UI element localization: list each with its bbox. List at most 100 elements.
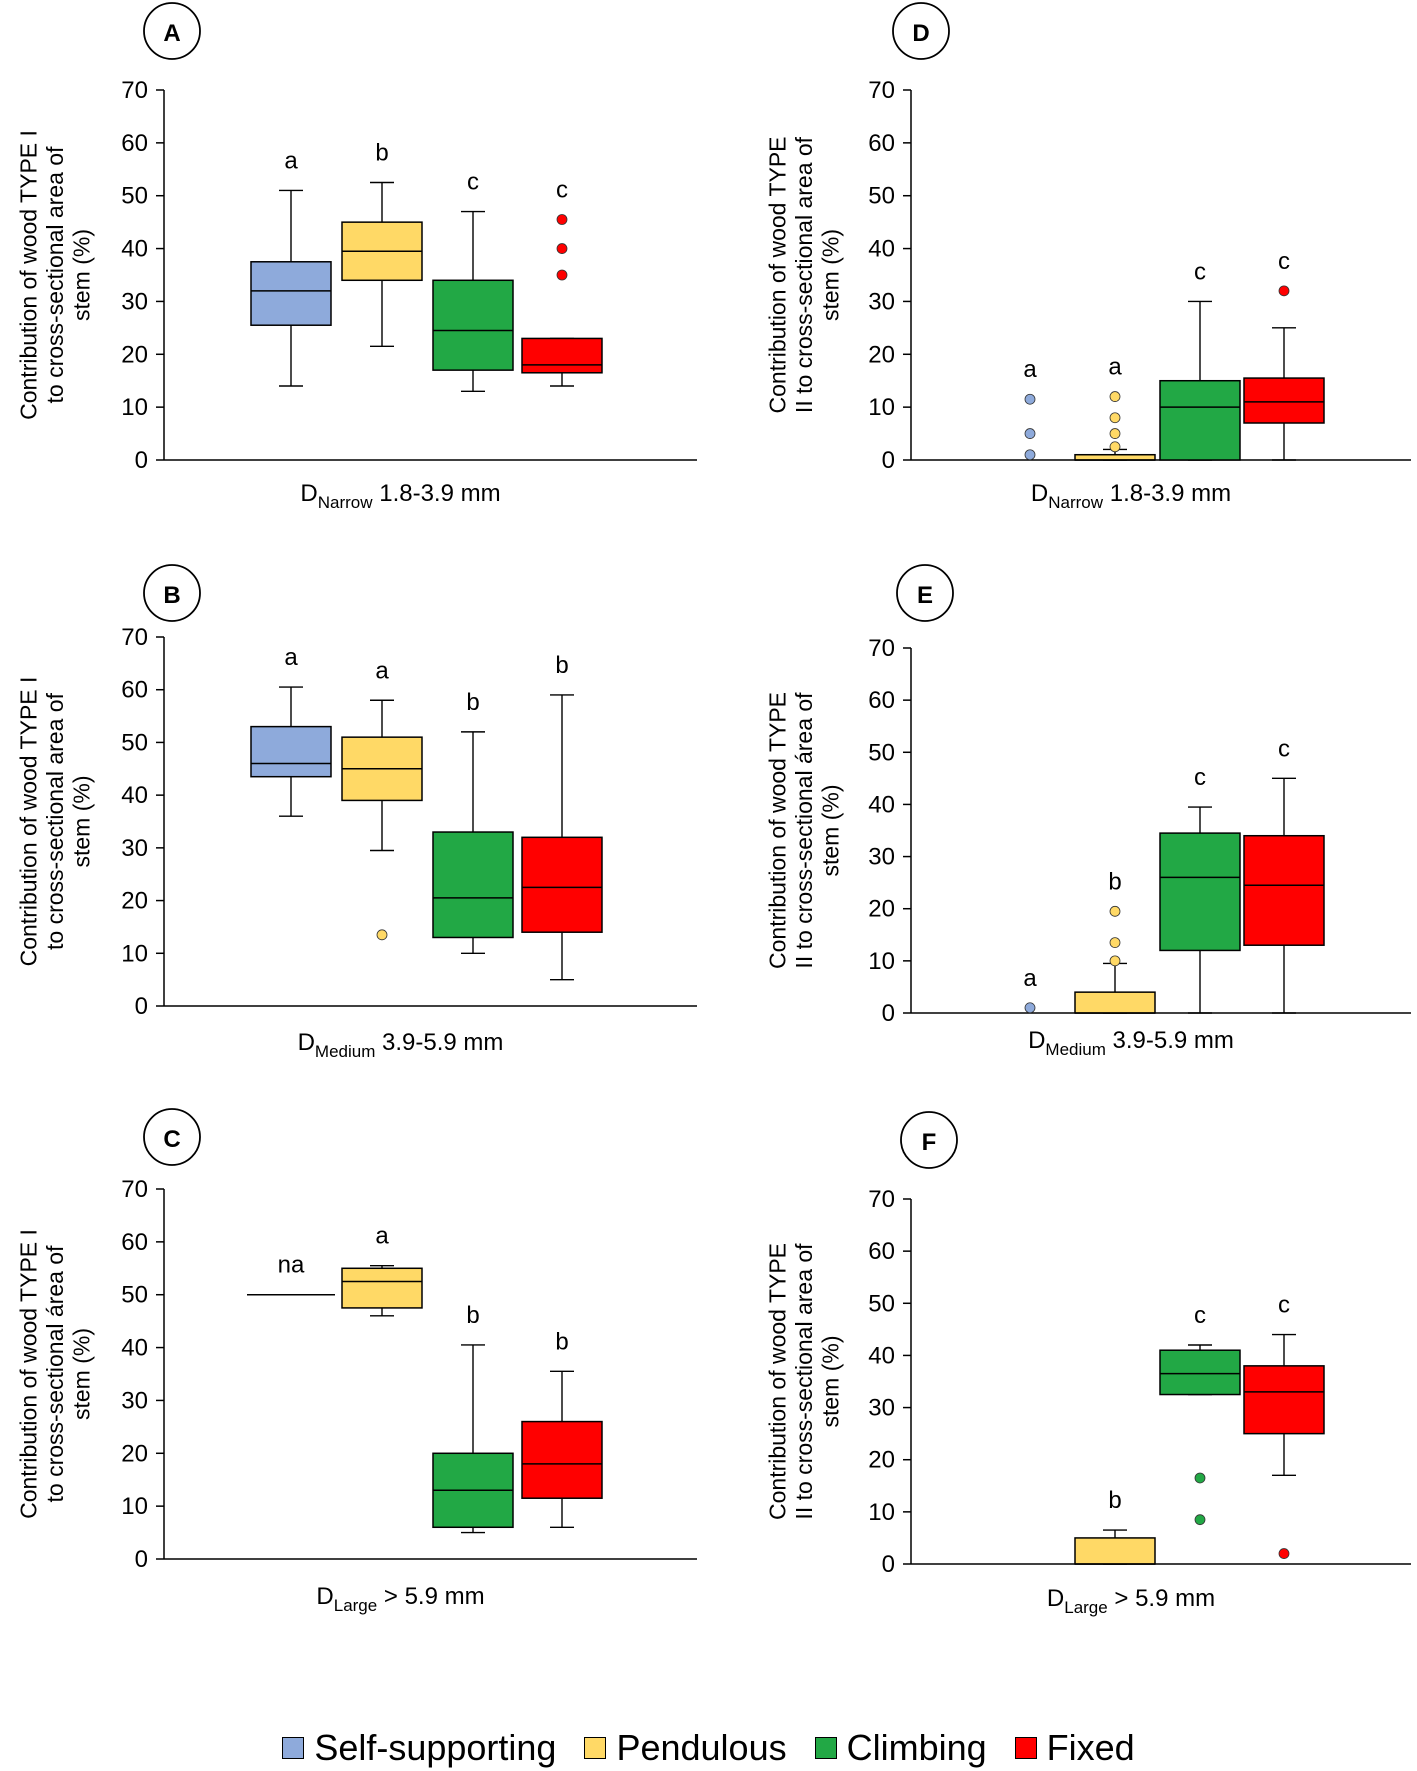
x-axis-title-rest: 1.8-3.9 mm — [373, 480, 501, 507]
box-iqr — [250, 261, 332, 326]
box-pendulous: a — [341, 1223, 423, 1317]
significance-letter: b — [1108, 1487, 1121, 1514]
legend-item-self-supporting: Self-supporting — [282, 1727, 556, 1769]
panel-badge-circle — [896, 564, 954, 622]
significance-letter: c — [467, 169, 479, 196]
y-axis-title-line: Contribution of wood TYPE I — [16, 1229, 42, 1519]
outlier-point — [376, 929, 388, 941]
panel-e: E 0 10 20 30 40 50 60 70 Contribution of wood TYP… — [765, 564, 1411, 1059]
outlier-point — [1109, 905, 1121, 917]
box-pendulous: b — [341, 140, 423, 348]
x-axis-title-main: D — [1031, 480, 1048, 507]
box-iqr — [250, 725, 332, 778]
y-tick-label: 10 — [121, 1493, 148, 1520]
figure: A 0 10 20 30 40 50 60 70 Contribution of wood TYP… — [16, 2, 1411, 1617]
y-axis-title-line: stem (%) — [69, 229, 95, 321]
y-tick-label: 40 — [121, 782, 148, 809]
x-axis-title-rest: 1.8-3.9 mm — [1103, 480, 1231, 507]
box-iqr — [1159, 832, 1241, 952]
y-tick-label: 20 — [121, 1440, 148, 1467]
significance-letter: b — [466, 1302, 479, 1329]
box-pendulous: a — [341, 657, 423, 941]
panel-badge-label: A — [163, 20, 180, 47]
y-axis-title: Contribution of wood TYPEII to cross-sec… — [765, 692, 844, 969]
box-iqr — [432, 279, 514, 371]
box-fixed: b — [521, 1328, 603, 1528]
outlier-point — [1024, 393, 1036, 405]
legend-swatch-fixed — [1014, 1737, 1037, 1759]
x-axis-title-rest: 3.9-5.9 mm — [1106, 1027, 1234, 1054]
legend-swatch-self-supporting — [282, 1737, 305, 1759]
legend-swatch-climbing — [814, 1737, 837, 1759]
significance-letter: b — [555, 1328, 568, 1355]
y-axis-title: Contribution of wood TYPE Ito cross-sect… — [16, 130, 95, 420]
significance-letter: c — [556, 177, 568, 204]
y-axis-title-line: II to cross-sectional area of — [791, 136, 817, 413]
y-axis-title-line: to cross-sectional área of — [42, 1245, 68, 1503]
box-fixed: c — [521, 177, 603, 387]
y-tick-label: 20 — [121, 341, 148, 368]
x-axis-title-main: D — [1047, 1585, 1064, 1612]
y-axis-title-line: stem (%) — [818, 1336, 844, 1428]
y-axis-title: Contribution of wood TYPE Ito cross-sect… — [16, 1229, 95, 1519]
panel-b: B 0 10 20 30 40 50 60 70 Contribution of wood TYP… — [16, 564, 697, 1061]
y-tick-label: 30 — [121, 288, 148, 315]
y-axis-title-line: stem (%) — [818, 785, 844, 877]
outlier-point — [1278, 1548, 1290, 1559]
x-axis-title: DLarge > 5.9 mm — [1047, 1585, 1215, 1617]
panel-badge-circle — [143, 564, 201, 622]
outlier-point — [1278, 285, 1290, 297]
y-tick-label: 0 — [882, 1000, 895, 1027]
box-pendulous: a — [1074, 354, 1156, 461]
significance-letter: c — [1278, 735, 1290, 762]
y-tick-label: 0 — [135, 447, 148, 474]
significance-letter: na — [278, 1252, 305, 1279]
panel-badge-circle — [892, 2, 950, 60]
y-tick-label: 40 — [868, 236, 895, 263]
outlier-point — [1109, 441, 1121, 453]
box-iqr — [1243, 1365, 1325, 1435]
outlier-point — [556, 269, 568, 281]
y-axis-title: Contribution of wood TYPEII to cross-sec… — [765, 136, 844, 413]
y-tick-label: 60 — [121, 1229, 148, 1256]
panel-badge-label: C — [163, 1126, 180, 1153]
outlier-point — [1024, 449, 1036, 461]
y-tick-label: 50 — [121, 183, 148, 210]
box-self-supporting: a — [250, 147, 332, 387]
y-tick-label: 50 — [121, 1282, 148, 1309]
y-tick-label: 30 — [121, 1387, 148, 1414]
panel-f: F 0 10 20 30 40 50 60 70 Contribution of wood TYP… — [765, 1111, 1411, 1617]
y-tick-label: 0 — [882, 447, 895, 474]
outlier-point — [1109, 937, 1121, 949]
significance-letter: a — [1108, 354, 1122, 381]
box-self-supporting: na — [247, 1252, 335, 1296]
y-tick-label: 60 — [868, 1238, 895, 1265]
legend-item-pendulous: Pendulous — [584, 1727, 787, 1769]
x-axis-title-rest: > 5.9 mm — [377, 1583, 484, 1610]
y-tick-label: 0 — [135, 993, 148, 1020]
significance-letter: b — [555, 652, 568, 679]
box-climbing: c — [432, 169, 514, 392]
x-axis-title-subscript: Narrow — [318, 493, 374, 512]
y-tick-label: 20 — [868, 341, 895, 368]
y-tick-label: 60 — [868, 687, 895, 714]
y-tick-label: 70 — [868, 77, 895, 104]
panel-badge-circle — [143, 1108, 201, 1166]
significance-letter: c — [1278, 248, 1290, 275]
x-axis-title: DLarge > 5.9 mm — [316, 1583, 484, 1615]
y-axis-title-line: to cross-sectional area of — [42, 692, 68, 950]
box-iqr — [1159, 1349, 1241, 1396]
box-iqr — [1243, 834, 1325, 946]
y-tick-label: 60 — [868, 130, 895, 157]
x-axis-title-main: D — [1028, 1027, 1045, 1054]
y-tick-label: 70 — [121, 1176, 148, 1203]
panel-badge-label: F — [922, 1129, 937, 1156]
y-tick-label: 50 — [868, 739, 895, 766]
y-axis-title: Contribution of wood TYPEII to cross-sec… — [765, 1243, 844, 1520]
outlier-point — [1109, 412, 1121, 424]
y-tick-label: 20 — [121, 888, 148, 915]
y-tick-label: 10 — [868, 1499, 895, 1526]
box-pendulous: b — [1074, 1487, 1156, 1565]
legend-label: Fixed — [1046, 1727, 1135, 1768]
box-climbing: b — [432, 1302, 514, 1534]
